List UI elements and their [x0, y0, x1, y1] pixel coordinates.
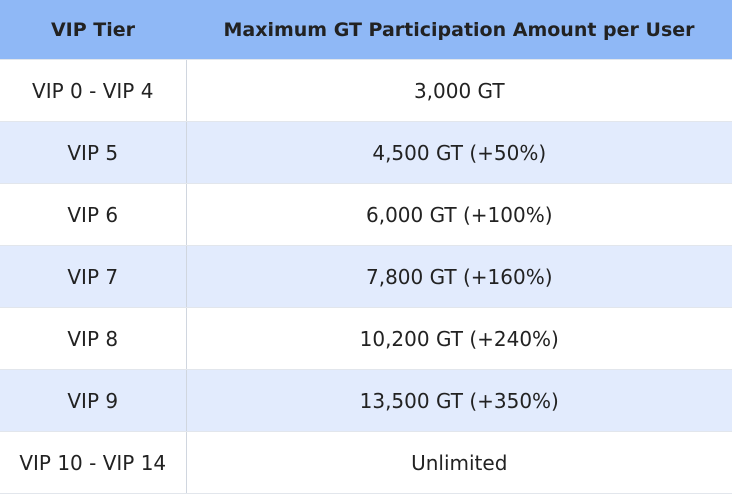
- amount-cell: 3,000 GT: [186, 59, 732, 122]
- table-header: VIP Tier Maximum GT Participation Amount…: [0, 0, 732, 60]
- tier-cell: VIP 10 - VIP 14: [0, 431, 187, 494]
- table-body: VIP 0 - VIP 4 3,000 GT VIP 5 4,500 GT (+50%…: [0, 59, 732, 494]
- table-row: VIP 0 - VIP 4 3,000 GT: [0, 59, 732, 122]
- tier-cell: VIP 0 - VIP 4: [0, 59, 187, 122]
- table-row: VIP 7 7,800 GT (+160%): [0, 245, 732, 308]
- table-row: VIP 8 10,200 GT (+240%): [0, 307, 732, 370]
- amount-cell: 4,500 GT (+50%): [186, 121, 732, 184]
- amount-cell: Unlimited: [186, 431, 732, 494]
- tier-cell: VIP 5: [0, 121, 187, 184]
- amount-cell: 6,000 GT (+100%): [186, 183, 732, 246]
- amount-cell: 7,800 GT (+160%): [186, 245, 732, 308]
- amount-cell: 13,500 GT (+350%): [186, 369, 732, 432]
- tier-cell: VIP 9: [0, 369, 187, 432]
- tier-cell: VIP 6: [0, 183, 187, 246]
- table-row: VIP 5 4,500 GT (+50%): [0, 121, 732, 184]
- tier-cell: VIP 7: [0, 245, 187, 308]
- header-row: VIP Tier Maximum GT Participation Amount…: [0, 0, 732, 60]
- header-cell: Maximum GT Participation Amount per User: [186, 0, 732, 60]
- tier-cell: VIP 8: [0, 307, 187, 370]
- amount-cell: 10,200 GT (+240%): [186, 307, 732, 370]
- table-row: VIP 6 6,000 GT (+100%): [0, 183, 732, 246]
- table-row: VIP 10 - VIP 14 Unlimited: [0, 431, 732, 494]
- header-cell: VIP Tier: [0, 0, 186, 60]
- table-row: VIP 9 13,500 GT (+350%): [0, 369, 732, 432]
